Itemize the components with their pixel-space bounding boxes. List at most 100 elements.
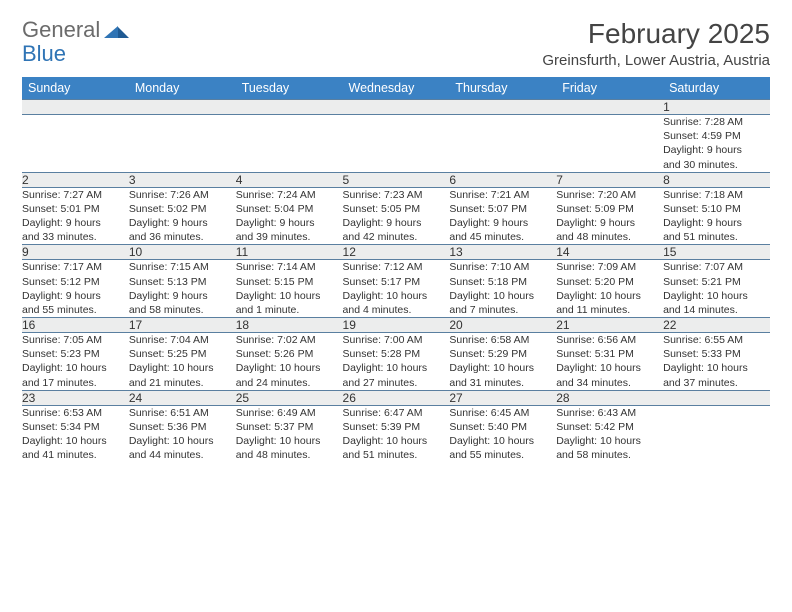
day-number-cell: 5	[343, 172, 450, 187]
day-detail-line: and 17 minutes.	[22, 376, 129, 390]
weekday-header: Monday	[129, 77, 236, 100]
day-number-cell: 26	[343, 390, 450, 405]
brand-mark-icon	[104, 20, 130, 40]
day-detail-line: Daylight: 10 hours	[343, 361, 450, 375]
day-detail-cell: Sunrise: 7:10 AMSunset: 5:18 PMDaylight:…	[449, 260, 556, 318]
day-detail-line: and 1 minute.	[236, 303, 343, 317]
day-detail-line: and 51 minutes.	[343, 448, 450, 462]
day-detail-line: Sunrise: 7:20 AM	[556, 188, 663, 202]
day-detail-line: Sunrise: 7:27 AM	[22, 188, 129, 202]
day-detail-line: and 27 minutes.	[343, 376, 450, 390]
day-detail-line: Daylight: 10 hours	[236, 361, 343, 375]
day-detail-cell: Sunrise: 7:15 AMSunset: 5:13 PMDaylight:…	[129, 260, 236, 318]
day-detail-line: Sunset: 5:28 PM	[343, 347, 450, 361]
day-detail-line: Daylight: 10 hours	[129, 361, 236, 375]
day-detail-line: Sunset: 5:10 PM	[663, 202, 770, 216]
day-detail-line: Daylight: 10 hours	[22, 434, 129, 448]
day-number-cell	[556, 100, 663, 115]
day-detail-line: Daylight: 10 hours	[449, 289, 556, 303]
day-detail-line: Sunset: 5:18 PM	[449, 275, 556, 289]
day-detail-line: Sunrise: 7:09 AM	[556, 260, 663, 274]
day-detail-line: Sunrise: 7:14 AM	[236, 260, 343, 274]
brand-part2: Blue	[22, 41, 66, 66]
day-detail-cell: Sunrise: 7:28 AMSunset: 4:59 PMDaylight:…	[663, 115, 770, 173]
day-detail-line: Daylight: 10 hours	[663, 361, 770, 375]
day-detail-cell	[22, 115, 129, 173]
day-detail-cell: Sunrise: 6:43 AMSunset: 5:42 PMDaylight:…	[556, 405, 663, 462]
day-number-cell: 3	[129, 172, 236, 187]
day-detail-row: Sunrise: 7:27 AMSunset: 5:01 PMDaylight:…	[22, 187, 770, 245]
day-number-cell: 1	[663, 100, 770, 115]
brand-part1: General	[22, 17, 100, 42]
day-detail-line: Daylight: 10 hours	[556, 361, 663, 375]
day-number-cell: 9	[22, 245, 129, 260]
day-detail-line: and 44 minutes.	[129, 448, 236, 462]
day-detail-cell: Sunrise: 7:09 AMSunset: 5:20 PMDaylight:…	[556, 260, 663, 318]
day-detail-line: Sunrise: 7:00 AM	[343, 333, 450, 347]
day-detail-line: Sunset: 5:29 PM	[449, 347, 556, 361]
day-number-cell: 10	[129, 245, 236, 260]
day-number-cell	[129, 100, 236, 115]
day-detail-cell: Sunrise: 7:05 AMSunset: 5:23 PMDaylight:…	[22, 333, 129, 391]
day-number-row: 9101112131415	[22, 245, 770, 260]
day-number-cell: 2	[22, 172, 129, 187]
day-detail-line: Sunset: 5:09 PM	[556, 202, 663, 216]
day-detail-line: Sunset: 5:42 PM	[556, 420, 663, 434]
day-detail-cell: Sunrise: 7:26 AMSunset: 5:02 PMDaylight:…	[129, 187, 236, 245]
brand-logo: General Blue	[22, 18, 130, 66]
day-number-row: 16171819202122	[22, 318, 770, 333]
day-detail-line: and 42 minutes.	[343, 230, 450, 244]
day-detail-line: Sunrise: 7:02 AM	[236, 333, 343, 347]
day-detail-cell: Sunrise: 7:04 AMSunset: 5:25 PMDaylight:…	[129, 333, 236, 391]
day-number-row: 232425262728	[22, 390, 770, 405]
day-number-cell: 27	[449, 390, 556, 405]
day-detail-cell: Sunrise: 7:14 AMSunset: 5:15 PMDaylight:…	[236, 260, 343, 318]
day-detail-line: and 21 minutes.	[129, 376, 236, 390]
calendar-table: Sunday Monday Tuesday Wednesday Thursday…	[22, 77, 770, 462]
day-detail-line: Sunset: 5:25 PM	[129, 347, 236, 361]
day-number-cell: 13	[449, 245, 556, 260]
day-number-row: 2345678	[22, 172, 770, 187]
day-detail-line: Sunset: 5:33 PM	[663, 347, 770, 361]
day-detail-line: Sunrise: 6:45 AM	[449, 406, 556, 420]
day-number-cell: 12	[343, 245, 450, 260]
location-text: Greinsfurth, Lower Austria, Austria	[542, 52, 770, 69]
day-detail-line: and 55 minutes.	[22, 303, 129, 317]
day-number-row: 1	[22, 100, 770, 115]
day-detail-line: Sunrise: 6:51 AM	[129, 406, 236, 420]
day-number-cell: 8	[663, 172, 770, 187]
day-detail-line: and 36 minutes.	[129, 230, 236, 244]
day-detail-cell	[343, 115, 450, 173]
weekday-header: Sunday	[22, 77, 129, 100]
day-detail-line: Sunrise: 7:26 AM	[129, 188, 236, 202]
day-number-cell: 19	[343, 318, 450, 333]
day-detail-line: Daylight: 9 hours	[556, 216, 663, 230]
day-detail-cell	[663, 405, 770, 462]
day-detail-cell: Sunrise: 7:00 AMSunset: 5:28 PMDaylight:…	[343, 333, 450, 391]
day-detail-line: and 41 minutes.	[22, 448, 129, 462]
day-detail-line: Sunrise: 7:15 AM	[129, 260, 236, 274]
day-detail-line: Daylight: 9 hours	[22, 216, 129, 230]
day-detail-line: Sunrise: 7:28 AM	[663, 115, 770, 129]
weekday-header: Friday	[556, 77, 663, 100]
day-detail-line: Daylight: 10 hours	[663, 289, 770, 303]
day-detail-line: and 39 minutes.	[236, 230, 343, 244]
day-detail-line: and 31 minutes.	[449, 376, 556, 390]
day-detail-cell: Sunrise: 7:02 AMSunset: 5:26 PMDaylight:…	[236, 333, 343, 391]
day-detail-line: Daylight: 10 hours	[343, 289, 450, 303]
day-detail-cell: Sunrise: 7:07 AMSunset: 5:21 PMDaylight:…	[663, 260, 770, 318]
day-detail-line: Daylight: 9 hours	[22, 289, 129, 303]
day-detail-line: and 33 minutes.	[22, 230, 129, 244]
day-detail-line: Sunrise: 7:21 AM	[449, 188, 556, 202]
day-detail-cell: Sunrise: 6:55 AMSunset: 5:33 PMDaylight:…	[663, 333, 770, 391]
day-detail-line: and 37 minutes.	[663, 376, 770, 390]
day-detail-line: Daylight: 9 hours	[129, 216, 236, 230]
day-detail-line: Sunrise: 7:10 AM	[449, 260, 556, 274]
day-detail-cell: Sunrise: 6:45 AMSunset: 5:40 PMDaylight:…	[449, 405, 556, 462]
day-detail-cell: Sunrise: 7:12 AMSunset: 5:17 PMDaylight:…	[343, 260, 450, 318]
day-detail-line: Sunset: 5:40 PM	[449, 420, 556, 434]
day-number-cell: 20	[449, 318, 556, 333]
month-title: February 2025	[542, 18, 770, 50]
day-detail-line: and 45 minutes.	[449, 230, 556, 244]
day-detail-line: Sunrise: 7:12 AM	[343, 260, 450, 274]
